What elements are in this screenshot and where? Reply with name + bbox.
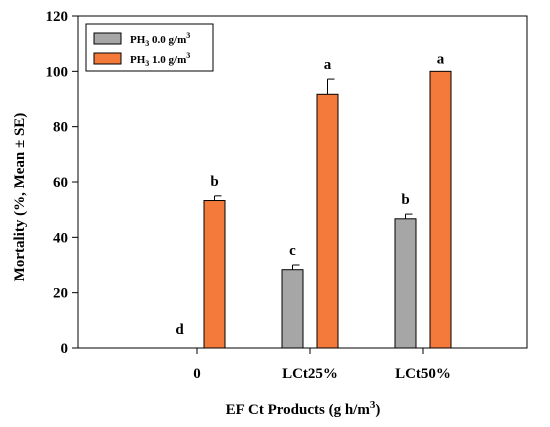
legend-label: PH3 0.0 g/m3 bbox=[130, 31, 190, 48]
legend-swatch bbox=[93, 32, 122, 45]
bars: d c b b a a bbox=[175, 51, 452, 349]
y-tick-label: 40 bbox=[53, 230, 68, 246]
bar bbox=[203, 200, 226, 349]
significance-letter: c bbox=[289, 243, 296, 259]
x-axis-title: EF Ct Products (g h/m3) bbox=[226, 399, 381, 418]
y-tick-label: 60 bbox=[53, 175, 68, 191]
significance-letter: a bbox=[437, 51, 445, 67]
y-tick-label: 0 bbox=[61, 341, 69, 357]
axes: 0 20 40 60 80 100 120 0 LCt25% LCt50% bbox=[46, 9, 528, 382]
bar bbox=[429, 70, 452, 349]
y-tick-label: 20 bbox=[53, 286, 68, 302]
bar bbox=[394, 218, 417, 349]
y-tick-label: 120 bbox=[46, 9, 69, 25]
bar bbox=[316, 93, 339, 349]
significance-letter: d bbox=[175, 322, 184, 338]
significance-letter: b bbox=[401, 192, 409, 208]
significance-letter: b bbox=[210, 174, 218, 190]
legend-box bbox=[85, 23, 214, 72]
x-tick-label: LCt50% bbox=[395, 366, 451, 382]
legend: PH3 0.0 g/m3 PH3 1.0 g/m3 bbox=[85, 23, 214, 72]
x-tick-label: LCt25% bbox=[282, 366, 338, 382]
y-tick-label: 100 bbox=[46, 64, 69, 80]
y-tick-label: 80 bbox=[53, 120, 68, 136]
legend-swatch bbox=[93, 52, 122, 65]
y-axis-title: Mortality (%, Mean ± SE) bbox=[12, 113, 28, 282]
legend-label: PH3 1.0 g/m3 bbox=[130, 51, 190, 68]
bar bbox=[281, 269, 304, 349]
significance-letter: a bbox=[324, 57, 332, 73]
x-tick-label: 0 bbox=[193, 366, 201, 382]
